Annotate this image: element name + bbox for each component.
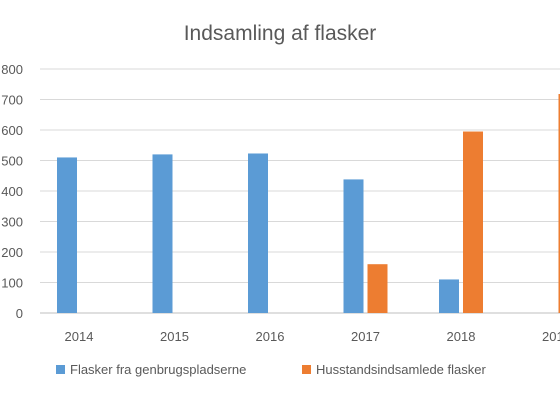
y-tick-label: 600 — [1, 123, 23, 138]
bar-series-0-2015 — [152, 154, 173, 313]
y-axis-ticks: 0 100 200 300 400 500 600 700 800 — [1, 62, 23, 321]
y-tick-label: 300 — [1, 215, 23, 230]
y-tick-label: 200 — [1, 245, 23, 260]
legend-label: Husstandsindsamlede flasker — [316, 362, 486, 377]
gridlines — [40, 68, 560, 314]
y-tick-label: 800 — [1, 62, 23, 77]
x-tick-label: 2018 — [447, 329, 476, 344]
bar-series-0-2014 — [57, 157, 77, 313]
x-tick-label: 2017 — [351, 329, 380, 344]
x-tick-label: 2015 — [160, 329, 189, 344]
legend-swatch — [56, 365, 65, 374]
y-tick-label: 400 — [1, 184, 23, 199]
chart-title: Indsamling af flasker — [184, 22, 377, 45]
bar-series-0-2017 — [343, 179, 364, 313]
x-tick-label: 2019 — [542, 329, 560, 344]
bar-series-1-2018 — [463, 131, 483, 313]
bar-series-0-2016 — [248, 153, 268, 313]
y-tick-label: 100 — [1, 276, 23, 291]
bars — [57, 94, 560, 313]
y-tick-label: 700 — [1, 93, 23, 108]
legend: Flasker fra genbrugspladserne Husstandsin… — [56, 362, 486, 377]
x-tick-label: 2014 — [65, 329, 94, 344]
bar-series-0-2018 — [439, 279, 459, 313]
x-axis-ticks: 2014 2015 2016 2017 2018 2019 — [65, 329, 560, 344]
y-tick-label: 0 — [16, 306, 23, 321]
legend-label: Flasker fra genbrugspladserne — [70, 362, 246, 377]
y-tick-label: 500 — [1, 154, 23, 169]
legend-swatch — [302, 365, 311, 374]
bar-series-1-2017 — [367, 264, 388, 313]
bar-series-1-2019 — [558, 94, 560, 313]
x-tick-label: 2016 — [256, 329, 285, 344]
